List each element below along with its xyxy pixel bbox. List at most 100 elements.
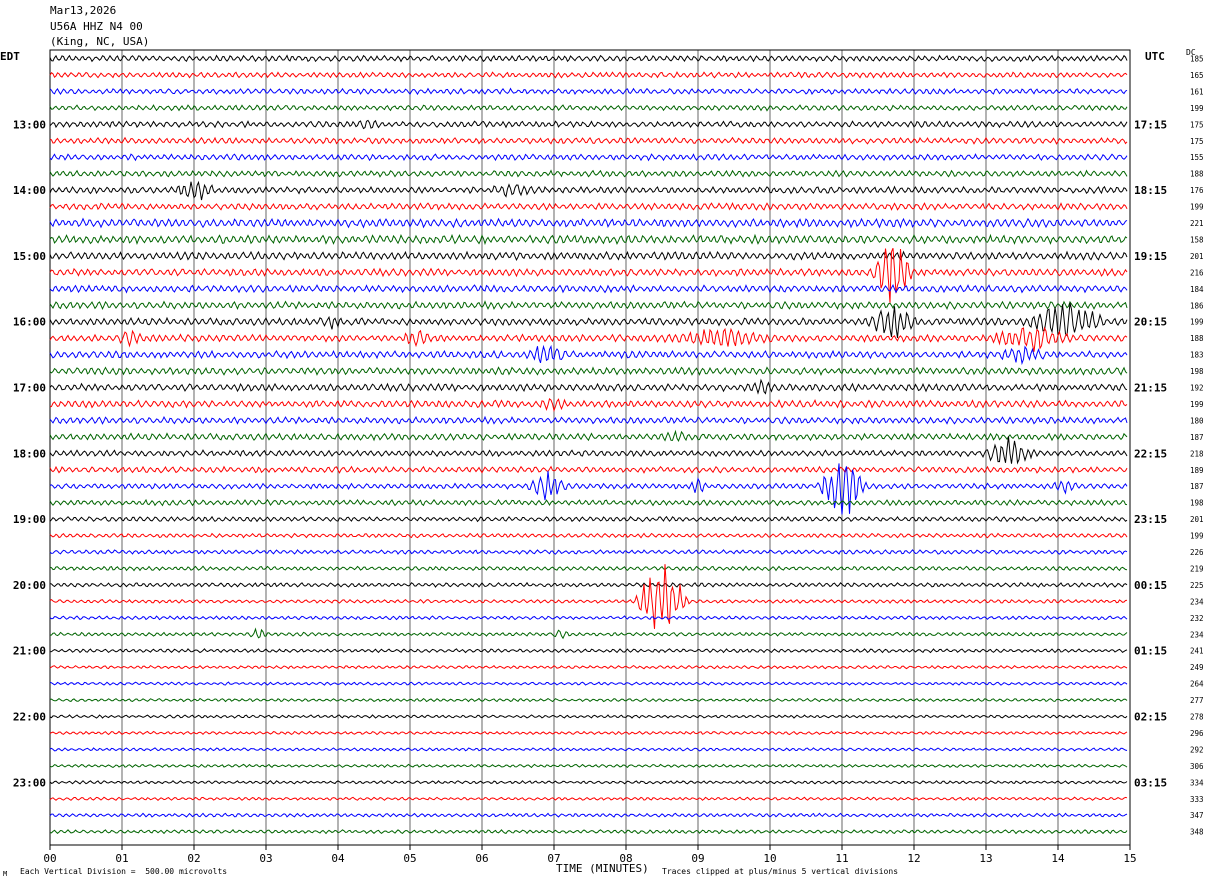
trace-row [49, 415, 1128, 425]
dc-offset-label: 347 [1190, 811, 1204, 820]
trace-row [49, 180, 1128, 201]
x-tick-label: 01 [115, 852, 128, 865]
edt-hour-label: 20:00 [13, 579, 46, 592]
dc-offset-label: 183 [1190, 351, 1204, 360]
trace-row [49, 326, 1128, 352]
trace-row [49, 366, 1128, 377]
left-timezone-label: EDT [0, 50, 20, 63]
trace-row [49, 714, 1128, 719]
dc-offset-label: 201 [1190, 515, 1204, 524]
edt-hour-label: 23:00 [13, 776, 46, 789]
trace-row [49, 153, 1128, 162]
dc-offset-label: 199 [1190, 203, 1204, 212]
utc-hour-label: 17:15 [1134, 118, 1167, 131]
dc-offset-label: 180 [1190, 416, 1204, 425]
right-timezone-label: UTC [1145, 50, 1165, 63]
trace-row [49, 436, 1128, 465]
dc-offset-label: 232 [1190, 614, 1204, 623]
edt-hour-label: 18:00 [13, 447, 46, 460]
dc-offset-label: 186 [1190, 301, 1204, 310]
dc-offset-label: 176 [1190, 186, 1204, 195]
dc-offset-label: 277 [1190, 696, 1204, 705]
trace-row [49, 344, 1128, 366]
trace-row [49, 763, 1128, 769]
dc-offset-label: 218 [1190, 449, 1204, 458]
station-code: U56A HHZ N4 00 [50, 20, 143, 33]
edt-hour-label: 15:00 [13, 250, 46, 263]
station-location: (King, NC, USA) [50, 35, 150, 48]
dc-offset-label: 189 [1190, 466, 1204, 475]
trace-row [49, 463, 1128, 515]
trace-row [49, 250, 1128, 262]
trace-row [49, 565, 1128, 572]
dc-offset-label: 264 [1190, 680, 1204, 689]
dc-offset-label: 158 [1190, 235, 1204, 244]
clip-note: Traces clipped at plus/minus 5 vertical … [662, 867, 899, 876]
x-tick-label: 09 [691, 852, 704, 865]
trace-row [49, 104, 1128, 112]
dc-offset-label: 199 [1190, 318, 1204, 327]
trace-row [49, 119, 1128, 130]
dc-offset-label: 234 [1190, 597, 1204, 606]
scale-note: Each Vertical Division = 500.00 microvol… [20, 867, 228, 876]
dc-offset-label: 249 [1190, 663, 1204, 672]
trace-row [49, 681, 1128, 686]
dc-offset-label: 333 [1190, 795, 1204, 804]
trace-row [49, 429, 1128, 443]
dc-offset-label: 175 [1190, 120, 1204, 129]
trace-row [49, 627, 1128, 640]
dc-column-label: DC [1186, 48, 1196, 57]
x-tick-label: 03 [259, 852, 272, 865]
utc-hour-label: 21:15 [1134, 382, 1167, 395]
dc-offset-label: 241 [1190, 647, 1204, 656]
edt-hour-label: 17:00 [13, 382, 46, 395]
trace-row [49, 465, 1128, 474]
utc-hour-label: 22:15 [1134, 447, 1167, 460]
x-tick-label: 10 [763, 852, 776, 865]
dc-offset-label: 199 [1190, 104, 1204, 113]
dc-offset-label: 155 [1190, 153, 1204, 162]
utc-hour-label: 23:15 [1134, 513, 1167, 526]
dc-offset-label: 199 [1190, 400, 1204, 409]
edt-hour-label: 14:00 [13, 184, 46, 197]
trace-row [49, 747, 1128, 752]
trace-row [49, 581, 1128, 588]
x-tick-label: 00 [43, 852, 56, 865]
trace-row [49, 812, 1128, 818]
utc-hour-label: 02:15 [1134, 711, 1167, 724]
utc-hour-label: 00:15 [1134, 579, 1167, 592]
trace-row [49, 615, 1128, 621]
trace-row [49, 664, 1128, 670]
dc-offset-label: 234 [1190, 630, 1204, 639]
edt-hour-label: 13:00 [13, 118, 46, 131]
trace-row [49, 564, 1128, 629]
trace-row [49, 87, 1128, 96]
edt-hour-label: 21:00 [13, 645, 46, 658]
dc-offset-label: 221 [1190, 219, 1204, 228]
dc-offset-label: 334 [1190, 778, 1204, 787]
dc-offset-label: 296 [1190, 729, 1204, 738]
dc-offset-label: 198 [1190, 499, 1204, 508]
trace-row [49, 217, 1128, 229]
trace-row [49, 169, 1128, 178]
trace-row [49, 498, 1128, 507]
utc-hour-label: 18:15 [1134, 184, 1167, 197]
record-date: Mar13,2026 [50, 4, 117, 17]
plot-frame [49, 49, 1131, 846]
dc-offset-label: 184 [1190, 285, 1204, 294]
dc-offset-label: 348 [1190, 828, 1204, 837]
trace-row [49, 202, 1128, 211]
x-tick-label: 14 [1051, 852, 1065, 865]
dc-offset-label: 306 [1190, 762, 1204, 771]
x-tick-label: 07 [547, 852, 560, 865]
utc-hour-label: 20:15 [1134, 316, 1167, 329]
dc-offset-label: 188 [1190, 334, 1204, 343]
trace-row [49, 829, 1128, 835]
dc-offset-label: 225 [1190, 581, 1204, 590]
dc-offset-label: 192 [1190, 384, 1204, 393]
x-tick-label: 06 [475, 852, 488, 865]
dc-offset-label: 165 [1190, 71, 1204, 80]
trace-row [49, 136, 1128, 145]
x-tick-label: 05 [403, 852, 416, 865]
